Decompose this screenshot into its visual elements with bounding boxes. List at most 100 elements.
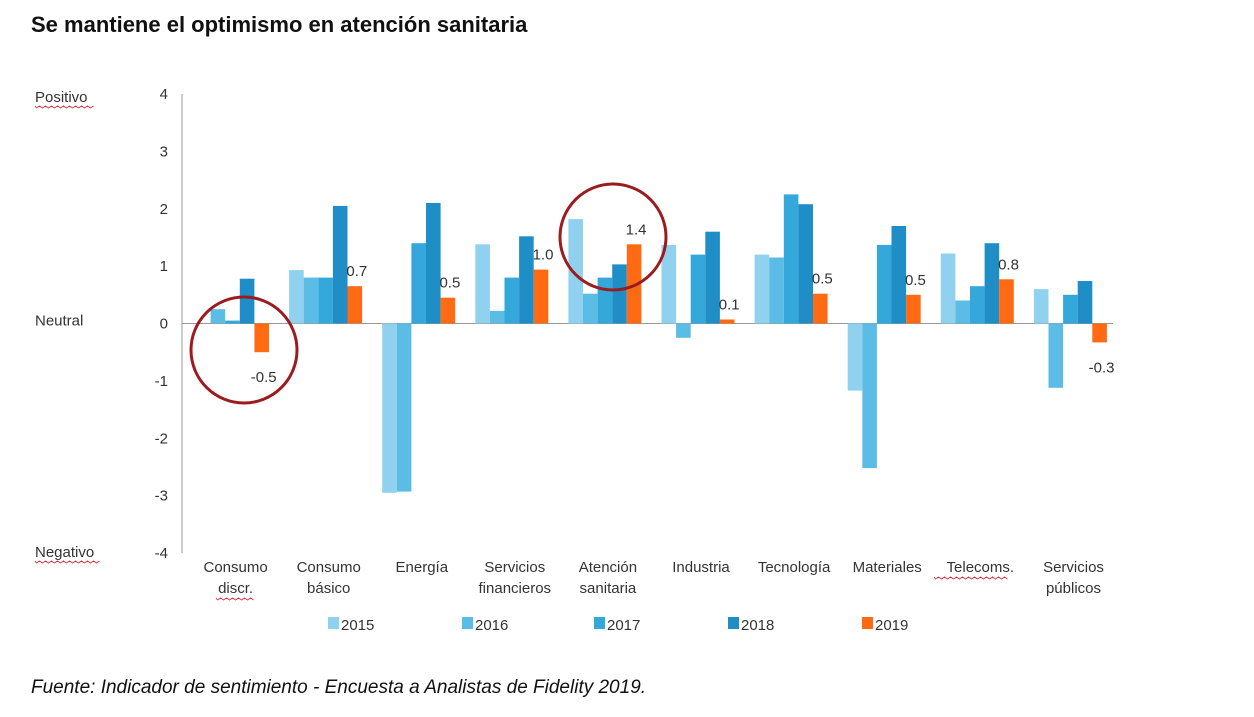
legend-label: 2018: [741, 617, 774, 634]
side-label-positive: Positivo: [35, 89, 88, 106]
legend-label: 2017: [607, 617, 640, 634]
bar-2017-4: [597, 277, 613, 324]
data-label-2019: -0.3: [1089, 359, 1115, 376]
bar-2015-8: [940, 253, 956, 324]
bar-2018-9: [1077, 281, 1093, 324]
category-label: Atención: [579, 559, 637, 576]
y-tick-label: -3: [155, 488, 168, 505]
bar-2018-1: [332, 205, 348, 324]
highlight-circle-atencion-sanitaria: [558, 182, 668, 292]
bar-2015-9: [1033, 289, 1049, 324]
category-label: discr.: [218, 580, 253, 597]
category-label: públicos: [1046, 580, 1101, 597]
bar-2017-8: [970, 286, 985, 324]
legend-swatch: [862, 617, 873, 629]
bar-2018-6: [798, 204, 813, 324]
legend-label: 2016: [475, 617, 508, 634]
legend-item-2018: 2018: [728, 617, 774, 634]
bar-2016-6: [769, 257, 784, 324]
legend-item-2015: 2015: [328, 617, 374, 634]
bar-2019-7: [906, 294, 921, 324]
bar-2019-8: [999, 279, 1014, 324]
bar-2018-5: [705, 231, 720, 324]
spellcheck-underline: [34, 560, 100, 564]
bar-2019-6: [813, 293, 828, 324]
legend-swatch: [728, 617, 739, 629]
legend-label: 2019: [875, 617, 908, 634]
y-tick-label: -4: [155, 545, 168, 562]
spellcheck-underline: [34, 105, 94, 109]
bar-2017-6: [783, 194, 799, 324]
bar-2016-2: [396, 323, 412, 492]
spellcheck-underline: [215, 597, 254, 601]
bars-layer: [210, 194, 1107, 493]
legend-item-2016: 2016: [462, 617, 508, 634]
category-label: Industria: [672, 559, 730, 576]
bar-2016-1: [303, 277, 319, 324]
bar-2015-4: [568, 219, 583, 324]
y-tick-label: 2: [160, 201, 168, 218]
y-tick-label: 4: [160, 86, 168, 103]
bar-2017-2: [411, 243, 426, 324]
category-label: sanitaria: [580, 580, 637, 597]
bar-2015-6: [754, 254, 770, 324]
bar-2015-1: [289, 270, 304, 324]
bar-2017-7: [876, 244, 892, 324]
y-tick-label: 3: [160, 143, 168, 160]
bar-2019-1: [347, 286, 363, 324]
highlight-circle-consumo-discr: [189, 295, 299, 405]
y-tick-label: -2: [155, 430, 168, 447]
bar-2019-5: [719, 319, 735, 324]
bar-2017-0: [225, 320, 240, 324]
category-label: Energía: [396, 559, 449, 576]
chart-title: Se mantiene el optimismo en atención san…: [31, 12, 528, 37]
bar-2016-5: [676, 323, 691, 338]
data-label-2019: 0.5: [905, 272, 926, 289]
data-label-2019: 0.1: [719, 297, 740, 314]
legend-swatch: [594, 617, 605, 629]
source-footnote: Fuente: Indicador de sentimiento - Encue…: [31, 677, 647, 698]
data-label-2019: 1.0: [533, 247, 554, 264]
bar-2017-3: [504, 277, 520, 324]
bar-2016-3: [489, 310, 505, 324]
category-label: Tecnología: [758, 559, 831, 576]
bar-2017-1: [318, 277, 333, 324]
bar-2019-3: [533, 269, 549, 324]
bar-2017-9: [1063, 294, 1078, 324]
y-tick-label: 1: [160, 258, 168, 275]
bar-2015-7: [847, 323, 863, 391]
bar-2015-2: [382, 323, 397, 493]
side-label-negative: Negativo: [35, 544, 94, 561]
y-tick-label: -1: [155, 373, 168, 390]
category-label: Consumo: [203, 559, 267, 576]
category-label: Telecoms.: [947, 559, 1015, 576]
bar-2015-5: [661, 244, 677, 324]
data-label-2019: 0.5: [439, 275, 460, 292]
axis-layer: 4 3 2 1 0 -1 -2 -3 -4 Positivo Neutral Negativo Cons…: [34, 86, 1113, 601]
category-label: Servicios: [484, 559, 545, 576]
category-label: Materiales: [853, 559, 922, 576]
bar-2016-8: [955, 300, 970, 324]
legend-item-2019: 2019: [862, 617, 908, 634]
y-tick-label: 0: [160, 316, 168, 333]
legend-swatch: [328, 617, 339, 629]
spellcheck-underline: [933, 576, 1008, 580]
bar-2019-9: [1092, 323, 1107, 343]
bar-2018-4: [612, 264, 627, 324]
data-label-2019: 0.5: [812, 271, 833, 288]
legend-label: 2015: [341, 617, 374, 634]
bar-2019-0: [254, 323, 269, 353]
bar-2019-4: [626, 244, 642, 324]
data-label-2019: -0.5: [251, 369, 277, 386]
legend: 2015 2016 2017 2018 2019: [328, 617, 908, 634]
bar-2016-0: [210, 309, 226, 324]
category-label: básico: [307, 580, 350, 597]
bar-2018-3: [519, 236, 534, 324]
side-label-neutral: Neutral: [35, 313, 83, 330]
bar-2016-7: [862, 323, 877, 469]
data-label-2019: 1.4: [626, 221, 647, 238]
bar-2018-0: [239, 278, 255, 324]
bar-2016-4: [583, 293, 598, 324]
bar-2016-9: [1048, 323, 1064, 388]
